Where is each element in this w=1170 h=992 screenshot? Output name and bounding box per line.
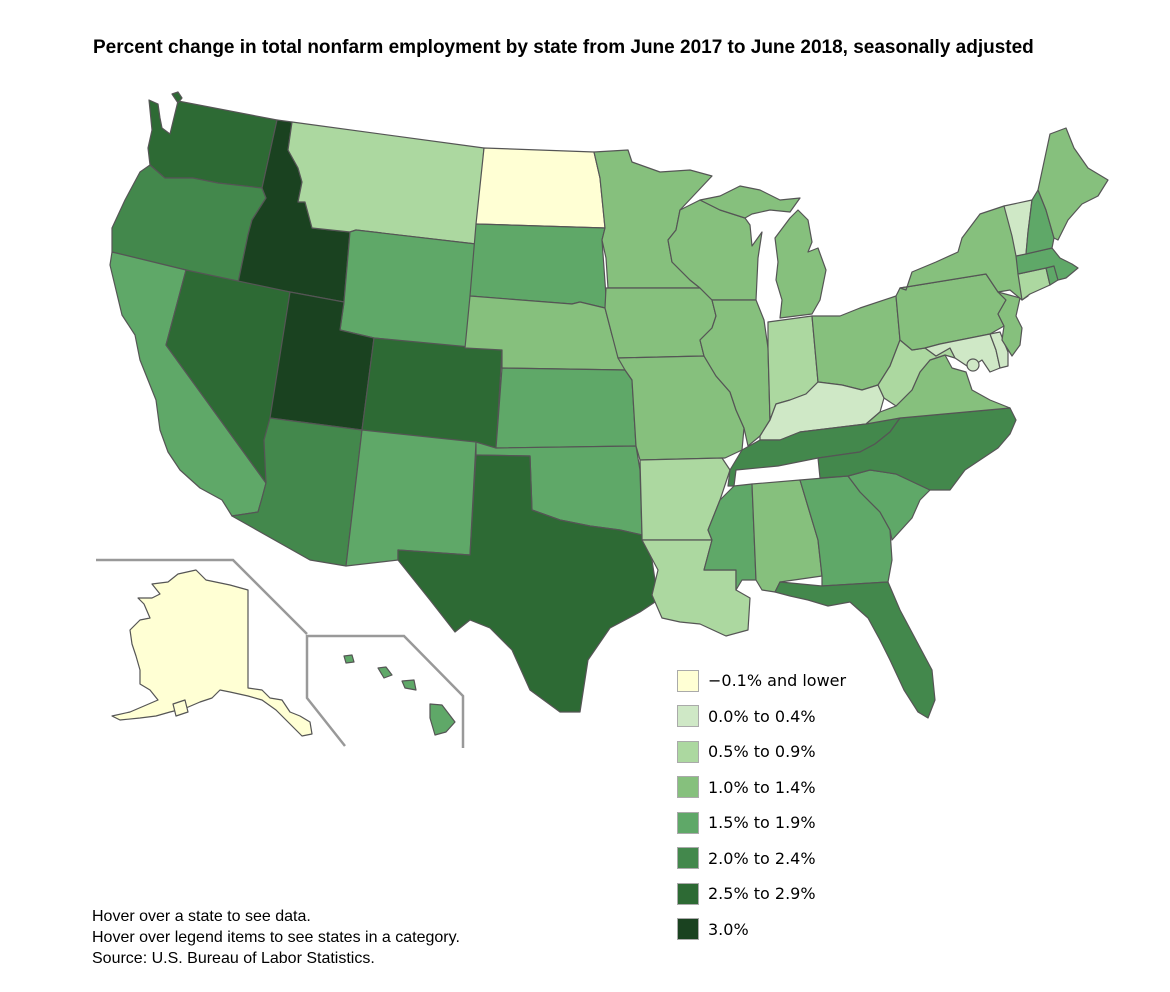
state-me[interactable] bbox=[1037, 127, 1109, 241]
note-hover-legend: Hover over legend items to see states in… bbox=[92, 929, 460, 946]
legend-label: 2.5% to 2.9% bbox=[708, 884, 816, 904]
legend: −0.1% and lower 0.0% to 0.4% 0.5% to 0.9… bbox=[677, 663, 846, 947]
state-ak[interactable] bbox=[111, 569, 313, 737]
note-source: Source: U.S. Bureau of Labor Statistics. bbox=[92, 950, 375, 967]
state-wa-islands[interactable] bbox=[171, 91, 183, 104]
legend-label: −0.1% and lower bbox=[708, 671, 847, 691]
legend-label: 1.5% to 1.9% bbox=[708, 813, 816, 833]
legend-item[interactable]: 3.0% bbox=[677, 912, 846, 948]
state-mi[interactable] bbox=[699, 185, 827, 319]
legend-label: 0.5% to 0.9% bbox=[708, 742, 816, 762]
legend-item[interactable]: 0.5% to 0.9% bbox=[677, 734, 846, 770]
footnotes: Hover over a state to see data. Hover ov… bbox=[92, 906, 460, 969]
legend-swatch bbox=[677, 918, 699, 941]
legend-swatch bbox=[677, 705, 699, 728]
legend-item[interactable]: 2.0% to 2.4% bbox=[677, 841, 846, 877]
state-nm[interactable] bbox=[345, 429, 477, 567]
legend-label: 3.0% bbox=[708, 919, 749, 939]
state-wa[interactable] bbox=[147, 99, 278, 189]
legend-swatch bbox=[677, 847, 699, 870]
state-md[interactable] bbox=[924, 333, 1001, 373]
state-mt[interactable] bbox=[287, 121, 485, 245]
state-ia[interactable] bbox=[604, 287, 717, 359]
legend-swatch bbox=[677, 740, 699, 763]
legend-swatch bbox=[677, 669, 699, 692]
legend-label: 0.0% to 0.4% bbox=[708, 706, 816, 726]
state-hi-oahu[interactable] bbox=[377, 666, 393, 679]
state-hi-maui[interactable] bbox=[401, 679, 417, 691]
state-tx[interactable] bbox=[397, 454, 659, 713]
state-hi-kauai[interactable] bbox=[343, 654, 355, 664]
legend-item[interactable]: 1.0% to 1.4% bbox=[677, 770, 846, 806]
state-il[interactable] bbox=[699, 299, 771, 447]
state-nj[interactable] bbox=[997, 291, 1023, 357]
legend-label: 1.0% to 1.4% bbox=[708, 777, 816, 797]
state-ak-island[interactable] bbox=[172, 699, 189, 717]
legend-item[interactable]: 1.5% to 1.9% bbox=[677, 805, 846, 841]
legend-swatch bbox=[677, 811, 699, 834]
legend-label: 2.0% to 2.4% bbox=[708, 848, 816, 868]
map-title: Percent change in total nonfarm employme… bbox=[93, 37, 1034, 58]
alaska-inset-border bbox=[96, 558, 308, 635]
legend-item[interactable]: 2.5% to 2.9% bbox=[677, 876, 846, 912]
state-nc[interactable] bbox=[817, 407, 1017, 491]
note-hover-state: Hover over a state to see data. bbox=[92, 908, 311, 925]
legend-swatch bbox=[677, 882, 699, 905]
state-dc[interactable] bbox=[966, 358, 980, 372]
legend-item[interactable]: −0.1% and lower bbox=[677, 663, 846, 699]
legend-swatch bbox=[677, 776, 699, 799]
state-nd[interactable] bbox=[475, 147, 606, 229]
state-co[interactable] bbox=[361, 337, 503, 449]
legend-item[interactable]: 0.0% to 0.4% bbox=[677, 699, 846, 735]
hawaii-inset-border bbox=[305, 634, 465, 748]
state-fl[interactable] bbox=[774, 581, 936, 719]
state-hi-big[interactable] bbox=[429, 703, 456, 736]
state-ks[interactable] bbox=[495, 367, 637, 449]
state-sd[interactable] bbox=[469, 223, 607, 309]
state-ma[interactable] bbox=[1015, 247, 1079, 281]
state-wy[interactable] bbox=[339, 229, 477, 349]
